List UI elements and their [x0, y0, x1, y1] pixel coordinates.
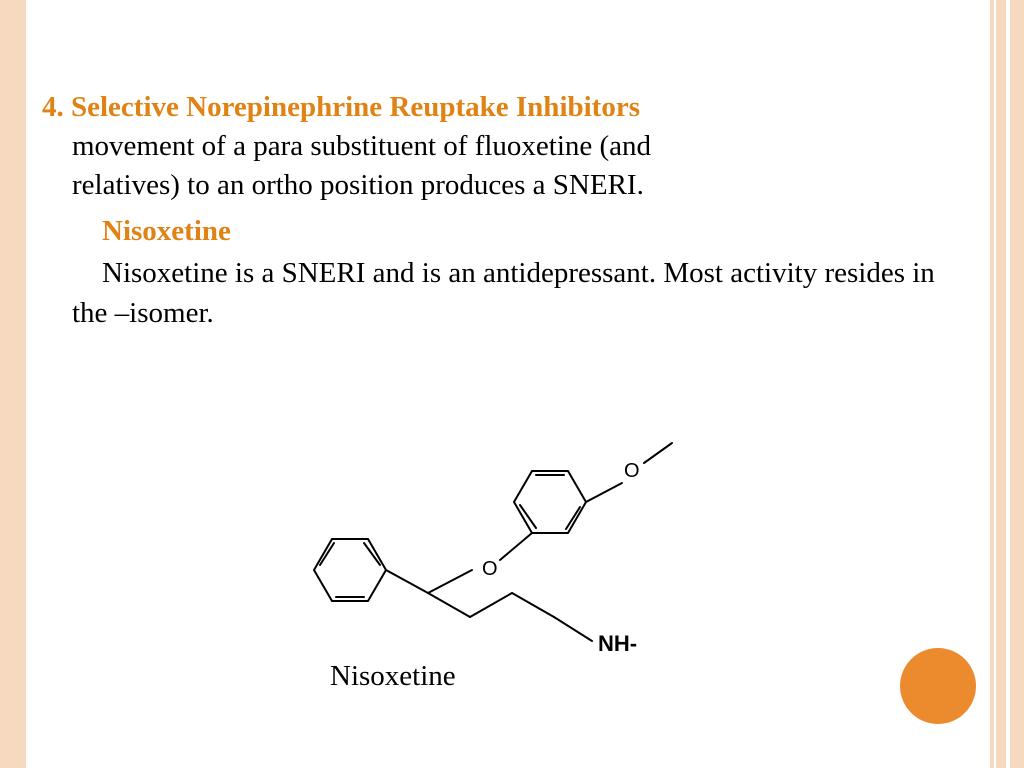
section-number-title: 4. Selective Norepinephrine Reuptake Inh… [42, 91, 640, 123]
right-decorative-strip-2 [996, 0, 1006, 768]
slide-content: 4. Selective Norepinephrine Reuptake Inh… [42, 88, 942, 333]
subheading: Nisoxetine [102, 215, 942, 248]
nh-label: NH- [598, 631, 637, 656]
section-heading: 4. Selective Norepinephrine Reuptake Inh… [42, 88, 942, 127]
svg-text:O: O [624, 460, 640, 482]
body-paragraph: Nisoxetine is a SNERI and is an antidepr… [72, 254, 942, 332]
decorative-circle-icon [900, 648, 976, 724]
svg-text:O: O [482, 558, 498, 580]
molecule-structure: O O NH- [260, 415, 700, 675]
heading-body-1: movement of a para substituent of fluoxe… [72, 127, 942, 166]
right-decorative-strip-3 [990, 0, 994, 768]
heading-body-2: relatives) to an ortho position produces… [72, 166, 942, 205]
molecule-caption: Nisoxetine [330, 660, 456, 693]
left-decorative-strip-inner [20, 0, 26, 768]
right-decorative-strip-1 [1010, 0, 1024, 768]
